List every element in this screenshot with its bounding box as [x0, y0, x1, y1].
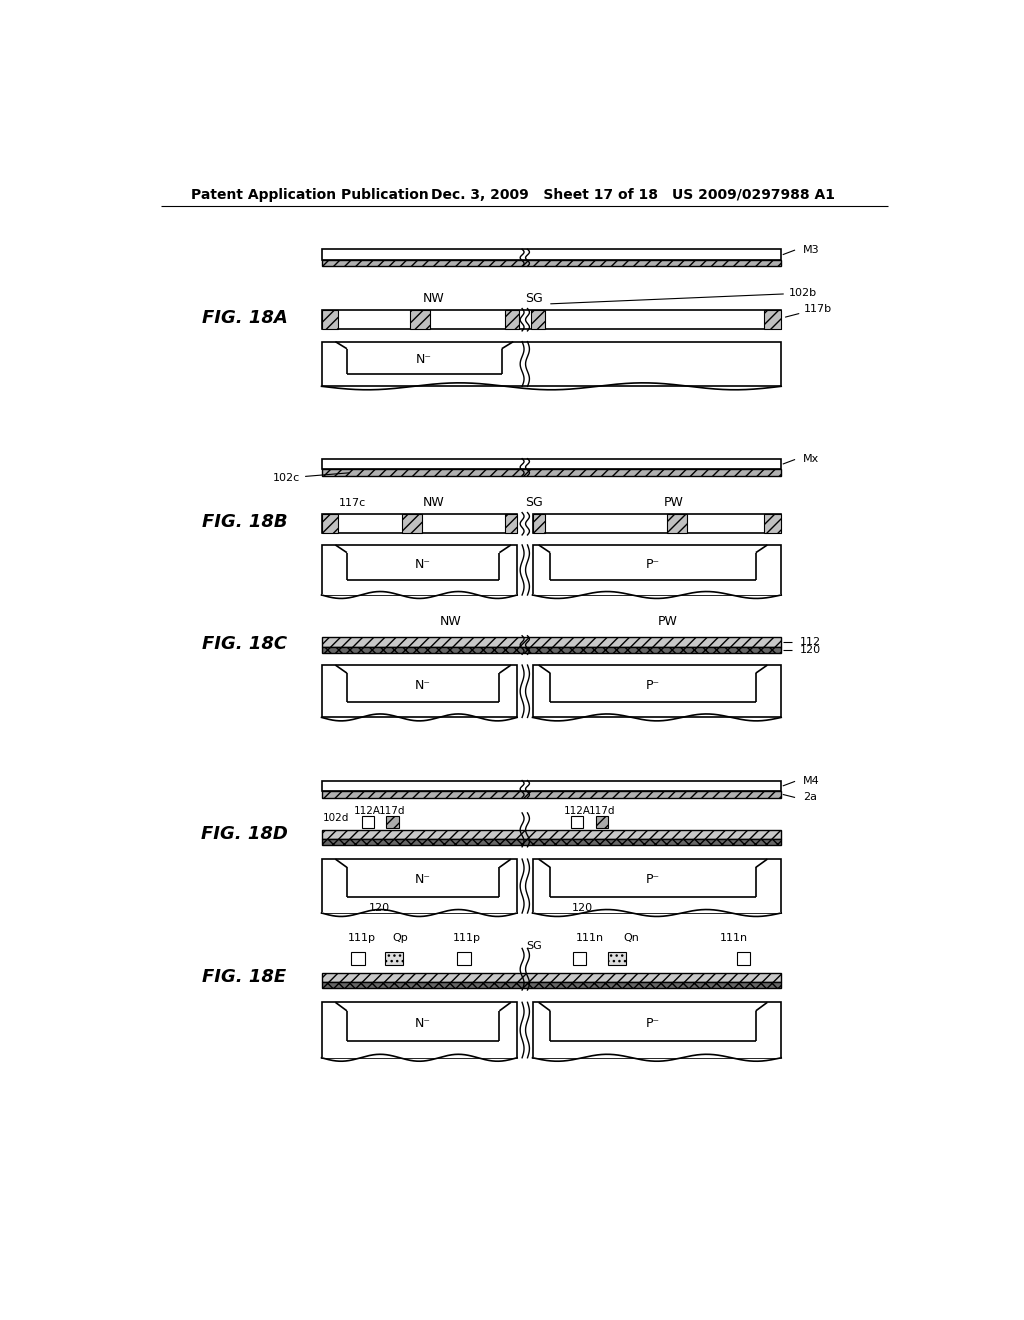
Bar	[322, 459, 781, 470]
Text: 2a: 2a	[803, 792, 817, 803]
Bar	[457, 952, 471, 965]
Text: FIG. 18E: FIG. 18E	[203, 968, 287, 986]
Bar	[322, 470, 781, 475]
Text: P⁻: P⁻	[645, 678, 659, 692]
Bar	[322, 780, 781, 792]
Bar	[571, 816, 584, 829]
Text: Mx: Mx	[803, 454, 819, 465]
Bar	[505, 310, 518, 330]
Text: 102d: 102d	[323, 813, 349, 824]
Bar	[385, 952, 403, 965]
Bar	[596, 816, 608, 829]
Bar	[668, 515, 687, 533]
Text: 102b: 102b	[551, 288, 817, 304]
Bar	[532, 665, 781, 718]
Text: FIG. 18A: FIG. 18A	[202, 309, 288, 327]
Bar	[532, 515, 781, 533]
Bar	[322, 1002, 517, 1057]
Bar	[764, 515, 781, 533]
Text: 111p: 111p	[453, 933, 481, 942]
Text: 111n: 111n	[577, 933, 604, 942]
Bar	[322, 310, 339, 330]
Text: PW: PW	[664, 496, 683, 510]
Bar	[572, 952, 587, 965]
Bar	[322, 515, 517, 533]
Bar	[532, 1002, 781, 1057]
Bar	[322, 342, 781, 387]
Text: SG: SG	[525, 496, 543, 510]
Text: 117b: 117b	[785, 304, 833, 317]
Text: Patent Application Publication: Patent Application Publication	[190, 187, 428, 202]
Text: 117d: 117d	[589, 807, 615, 816]
Text: Qn: Qn	[624, 933, 639, 942]
Bar	[351, 952, 365, 965]
Text: SG: SG	[526, 941, 542, 952]
Bar	[322, 665, 517, 718]
Text: 102c: 102c	[272, 473, 349, 483]
Text: 120: 120	[800, 644, 821, 655]
Text: NW: NW	[440, 615, 462, 628]
Bar	[322, 545, 517, 595]
Bar	[505, 515, 517, 533]
Text: N⁻: N⁻	[415, 558, 431, 570]
Text: FIG. 18C: FIG. 18C	[202, 635, 287, 653]
Text: PW: PW	[657, 615, 677, 628]
Bar	[322, 249, 781, 260]
Bar	[410, 310, 430, 330]
Text: 111n: 111n	[720, 933, 748, 942]
Text: 112A: 112A	[563, 807, 591, 816]
Bar	[736, 952, 751, 965]
Bar	[608, 952, 627, 965]
Text: 120: 120	[572, 903, 593, 913]
Bar	[764, 310, 781, 330]
Text: P⁻: P⁻	[645, 558, 659, 570]
Bar	[322, 310, 781, 330]
Text: N⁻: N⁻	[416, 352, 432, 366]
Text: Qp: Qp	[392, 933, 408, 942]
Bar	[322, 260, 781, 267]
Bar	[322, 973, 781, 982]
Bar	[532, 859, 781, 913]
Text: P⁻: P⁻	[645, 874, 659, 886]
Bar	[386, 816, 398, 829]
Text: Dec. 3, 2009   Sheet 17 of 18: Dec. 3, 2009 Sheet 17 of 18	[431, 187, 657, 202]
Bar	[531, 310, 545, 330]
Bar	[532, 515, 545, 533]
Text: N⁻: N⁻	[415, 678, 431, 692]
Text: 117d: 117d	[379, 807, 406, 816]
Bar	[402, 515, 422, 533]
Bar	[322, 515, 339, 533]
Text: 112A: 112A	[354, 807, 381, 816]
Text: 120: 120	[369, 903, 390, 913]
Text: M4: M4	[803, 776, 819, 787]
Bar	[532, 545, 781, 595]
Bar	[322, 647, 781, 653]
Bar	[322, 840, 781, 845]
Text: M3: M3	[803, 246, 819, 255]
Bar	[322, 830, 781, 840]
Bar	[322, 792, 781, 797]
Text: 117c: 117c	[339, 498, 367, 508]
Text: FIG. 18D: FIG. 18D	[201, 825, 288, 842]
Text: NW: NW	[422, 292, 444, 305]
Text: 112: 112	[800, 638, 821, 647]
Text: FIG. 18B: FIG. 18B	[202, 513, 288, 531]
Text: SG: SG	[525, 292, 543, 305]
Bar	[322, 638, 781, 647]
Text: N⁻: N⁻	[415, 874, 431, 886]
Text: P⁻: P⁻	[645, 1018, 659, 1030]
Text: NW: NW	[422, 496, 444, 510]
Text: US 2009/0297988 A1: US 2009/0297988 A1	[672, 187, 835, 202]
Bar	[322, 982, 781, 989]
Bar	[322, 859, 517, 913]
Bar	[361, 816, 374, 829]
Text: 111p: 111p	[347, 933, 376, 942]
Text: N⁻: N⁻	[415, 1018, 431, 1030]
